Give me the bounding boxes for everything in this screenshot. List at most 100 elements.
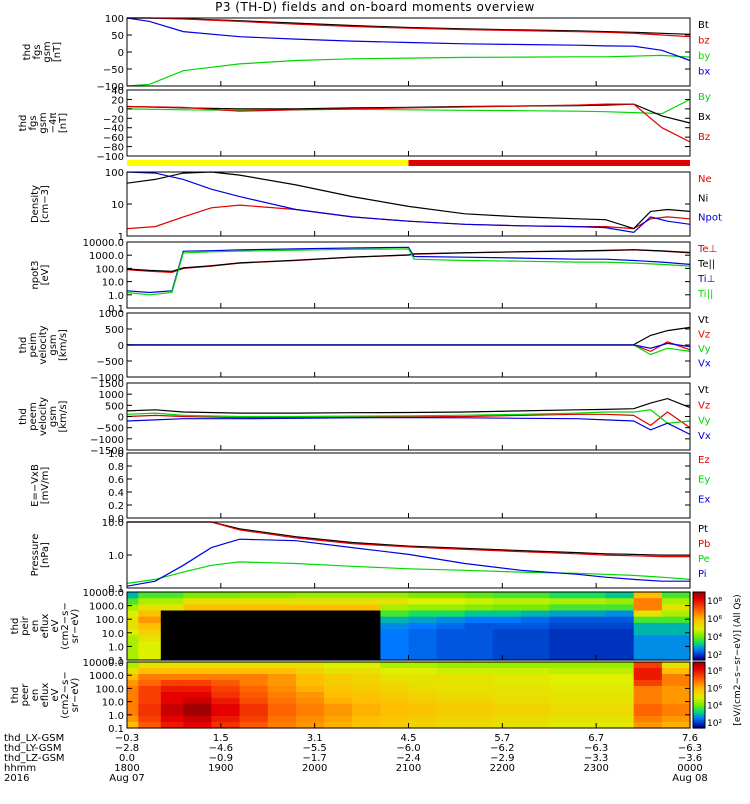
colorbar-segment xyxy=(693,648,705,651)
heatmap-cell xyxy=(661,616,691,624)
colorbar-tick-label: 10⁸ xyxy=(707,667,722,677)
heatmap-cell xyxy=(211,662,241,669)
heatmap-cell xyxy=(295,616,325,624)
heatmap-cell xyxy=(661,680,691,687)
x-axis-value: 2100 xyxy=(396,763,421,774)
heatmap-cell xyxy=(661,598,691,605)
colorbar-segment xyxy=(693,714,705,718)
heatmap-cell xyxy=(633,680,663,687)
colorbar-segment xyxy=(693,651,705,654)
heatmap-cell xyxy=(324,653,353,661)
y-tick-label: 0.1 xyxy=(108,304,124,315)
heatmap-cell xyxy=(605,616,635,624)
heatmap-cell xyxy=(408,604,438,612)
y-axis-label: gsm xyxy=(48,334,59,355)
heatmap-cell xyxy=(267,610,297,618)
heatmap-cell xyxy=(267,674,297,681)
heatmap-cell xyxy=(295,692,325,699)
legend-Vz: Vz xyxy=(698,400,710,411)
heatmap-cell xyxy=(549,610,579,618)
heatmap-cell xyxy=(492,592,522,599)
heatmap-cell xyxy=(239,662,269,669)
heatmap-cell xyxy=(408,668,438,675)
heatmap-cell xyxy=(436,592,466,599)
x-axis-value: −3.6 xyxy=(678,753,702,764)
heatmap-cell xyxy=(160,680,184,687)
y-tick-label: −50 xyxy=(103,65,124,76)
heatmap-cell xyxy=(380,616,410,624)
heatmap-cell xyxy=(464,647,494,655)
heatmap-cell xyxy=(492,662,522,669)
heatmap-cell xyxy=(127,653,139,661)
heatmap-cell xyxy=(138,604,162,612)
colorbar-segment xyxy=(693,634,705,637)
heatmap-cell xyxy=(380,647,410,655)
x-axis-value: Aug 07 xyxy=(109,773,144,784)
heatmap-cell xyxy=(408,698,438,705)
heatmap-cell xyxy=(352,722,381,729)
y-axis-label: [km/s] xyxy=(58,400,69,432)
heatmap-cell xyxy=(577,698,607,705)
y-tick-label: 10.0 xyxy=(102,629,124,640)
heatmap-cell xyxy=(160,653,184,661)
heatmap-cell xyxy=(577,622,607,630)
legend-Vx: Vx xyxy=(698,359,711,370)
heatmap-cell xyxy=(521,635,550,643)
heatmap-cell xyxy=(521,610,550,618)
heatmap-cell xyxy=(211,598,241,605)
y-tick-label: 1.0 xyxy=(108,642,124,653)
colorbar-segment xyxy=(693,670,705,673)
heatmap-cell xyxy=(239,692,269,699)
colorbar-segment xyxy=(693,663,705,666)
heatmap-cell xyxy=(605,604,635,612)
y-tick-label: 0.1 xyxy=(108,656,124,667)
heatmap-cell xyxy=(577,686,607,693)
heatmap-cell xyxy=(295,610,325,618)
heatmap-cell xyxy=(521,592,550,599)
legend-Ni: Ni xyxy=(698,193,708,204)
heatmap-cell xyxy=(549,635,579,643)
heatmap-cell xyxy=(549,668,579,675)
series-line-Vt xyxy=(126,326,691,346)
colorbar-segment xyxy=(693,617,705,620)
heatmap-cell xyxy=(295,704,325,711)
colorbar-segment xyxy=(693,721,705,724)
colorbar-segment xyxy=(693,654,705,658)
heatmap-cell xyxy=(661,641,691,649)
heatmap-cell xyxy=(138,704,162,711)
heatmap-cell xyxy=(605,686,635,693)
heatmap-cell xyxy=(605,668,635,675)
heatmap-cell xyxy=(408,653,438,661)
heatmap-cell xyxy=(352,668,381,675)
heatmap-cell xyxy=(521,698,550,705)
heatmap-cell xyxy=(211,674,241,681)
heatmap-cell xyxy=(633,629,663,636)
heatmap-cell xyxy=(352,629,381,636)
heatmap-cell xyxy=(127,604,139,612)
series-line-Pe xyxy=(126,561,691,584)
y-tick-label: 0 xyxy=(118,341,124,352)
heatmap-cell xyxy=(633,686,663,693)
heatmap-cell xyxy=(605,662,635,669)
y-axis-label: velocity xyxy=(38,397,49,436)
heatmap-cell xyxy=(577,662,607,669)
heatmap-cell xyxy=(324,604,353,612)
colorbar-segment xyxy=(693,665,705,668)
legend-Bz: Bz xyxy=(698,132,710,143)
y-axis-label: thd xyxy=(10,618,21,635)
heatmap-cell xyxy=(211,653,241,661)
heatmap-cell xyxy=(324,668,353,675)
legend-Ez: Ez xyxy=(698,455,710,466)
legend-Vy: Vy xyxy=(698,344,711,355)
heatmap-cell xyxy=(492,686,522,693)
heatmap-cell xyxy=(633,722,663,729)
colorbar-segment xyxy=(693,683,705,686)
y-tick-label: 0.4 xyxy=(108,488,124,499)
heatmap-cell xyxy=(183,698,212,705)
heatmap-cell xyxy=(127,722,139,729)
heatmap-cell xyxy=(521,668,550,675)
x-axis-value: −2.4 xyxy=(396,753,420,764)
heatmap-cell xyxy=(549,598,579,605)
heatmap-cell xyxy=(138,641,162,649)
colorbar-segment xyxy=(693,686,705,689)
